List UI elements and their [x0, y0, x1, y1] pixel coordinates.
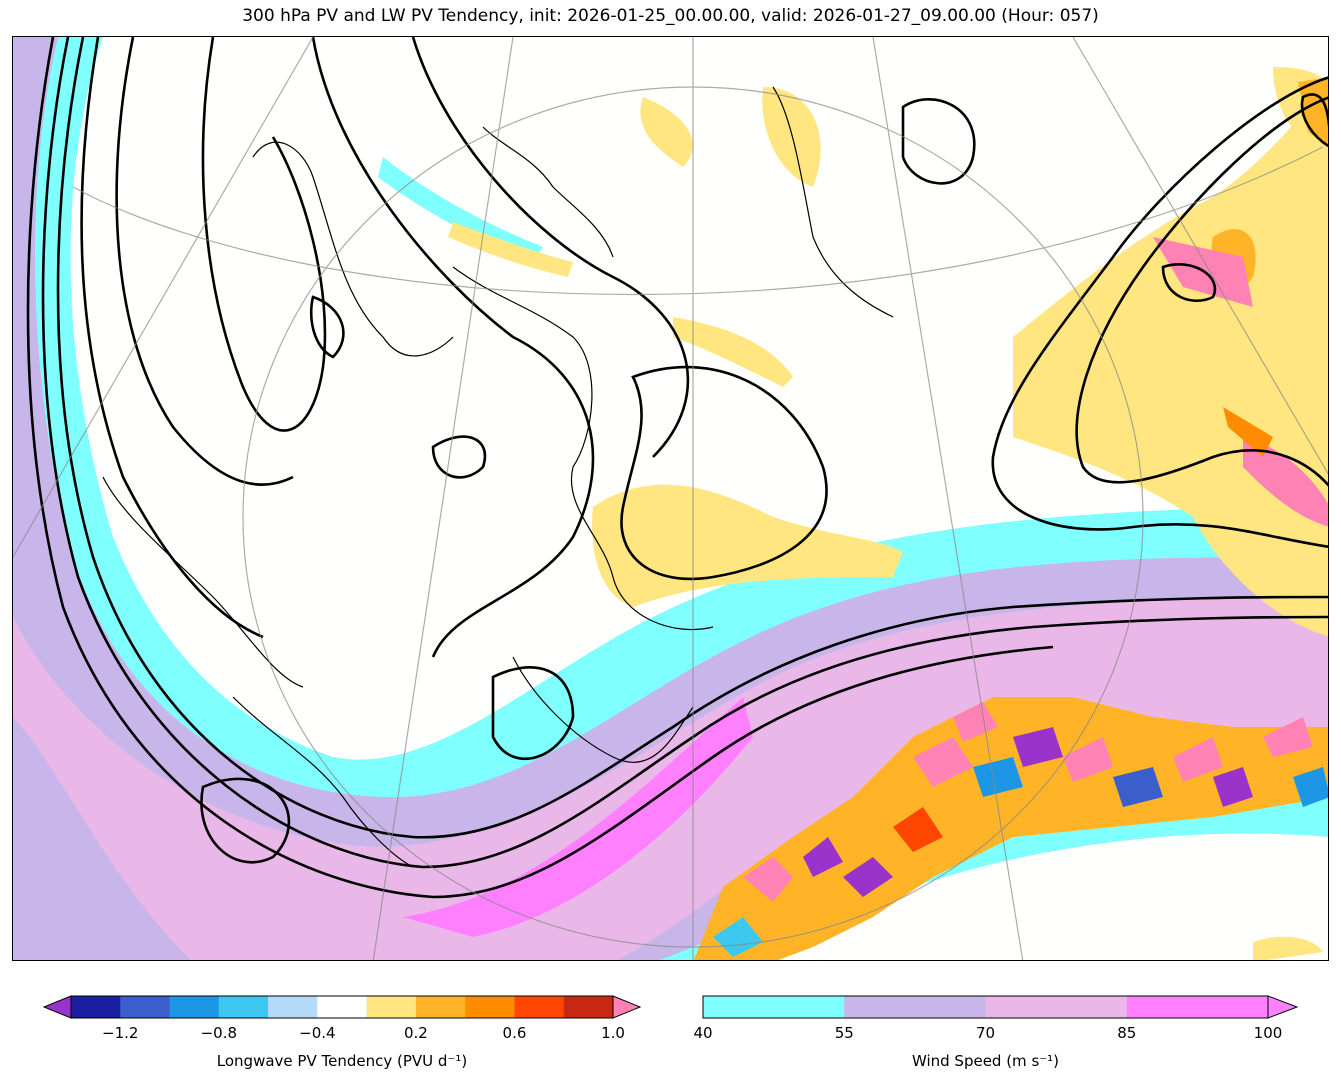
colorbar-swatch: [1126, 996, 1269, 1018]
pv-contour: [200, 777, 291, 864]
pv-contour: [115, 37, 294, 486]
tendency-patch: [448, 222, 573, 277]
colorbar-tick-label: −1.2: [102, 1024, 139, 1042]
colorbar-swatch: [366, 996, 417, 1018]
colorbar-swatch: [563, 996, 614, 1018]
meridian: [13, 37, 314, 558]
map-title: 300 hPa PV and LW PV Tendency, init: 202…: [242, 6, 1099, 26]
tendency-patch: [1298, 77, 1328, 146]
colorbar-extend-high: [1267, 995, 1299, 1019]
colorbar-tick-label: 55: [834, 1024, 854, 1042]
tendency-patch: [762, 87, 821, 187]
colorbar-swatch: [514, 996, 565, 1018]
meridian: [1072, 37, 1328, 475]
colorbar-swatch: [120, 996, 171, 1018]
colorbar-swatch: [268, 996, 318, 1018]
colorbar-swatch: [218, 996, 269, 1018]
pv-contour: [309, 295, 345, 359]
colorbar-tick-label: −0.4: [299, 1024, 336, 1042]
tendency-patch: [1223, 407, 1273, 457]
graticule: [13, 37, 1328, 960]
wind-speed-colorbar: [702, 995, 1299, 1019]
colorbar-tick-label: 85: [1117, 1024, 1137, 1042]
tendency-patch: [673, 317, 793, 387]
colorbar-tick-label: 1.0: [601, 1024, 625, 1042]
latitude-circle: [72, 146, 1324, 296]
colorbar-swatch: [844, 996, 986, 1018]
colorbar-tick-label: 40: [693, 1024, 713, 1042]
colorbar-swatch: [985, 996, 1128, 1018]
pv-contour: [1161, 263, 1217, 302]
colorbar-tick-label: 0.6: [502, 1024, 527, 1042]
pv-tendency-colorbar: [42, 995, 642, 1019]
coastline: [452, 266, 714, 631]
colorbar-swatch: [703, 996, 845, 1018]
pv-contour: [41, 37, 1328, 869]
coastline: [252, 141, 454, 357]
jet-band-north-40: [378, 157, 543, 262]
pv-contour: [201, 37, 327, 432]
pv-contour: [311, 37, 595, 658]
tendency-patch: [640, 97, 693, 167]
colorbar-extend-low: [42, 995, 72, 1019]
pv-contour: [991, 76, 1328, 548]
pv-contour: [491, 666, 575, 760]
meridian: [372, 37, 514, 960]
coastlines: [102, 86, 894, 868]
meridian: [872, 37, 1024, 960]
colorbar-swatch: [169, 996, 220, 1018]
pv-contour: [1300, 93, 1328, 148]
tendency-noise-field: [693, 697, 1328, 960]
colorbar-swatch: [317, 996, 368, 1018]
coastline: [772, 86, 894, 318]
colorbar-swatch: [415, 996, 466, 1018]
pv-contour: [620, 365, 828, 581]
pv-contour: [26, 37, 1054, 899]
map-canvas: [13, 37, 1328, 960]
pv-contour: [1075, 96, 1328, 487]
pv-contours: [26, 37, 1328, 899]
colorbar-tick-label: 0.2: [403, 1024, 428, 1042]
tendency-patch: [1253, 936, 1323, 960]
pv-colorbar-label: Longwave PV Tendency (PVU d⁻¹): [216, 1052, 468, 1070]
colorbar-extend-high: [612, 995, 642, 1019]
coastline: [102, 476, 304, 688]
pv-contour: [80, 37, 264, 639]
coastline: [482, 126, 614, 258]
wind-colorbar-label: Wind Speed (m s⁻¹): [911, 1052, 1060, 1070]
coastline: [512, 656, 694, 763]
pv-contour: [56, 37, 1328, 839]
colorbar-swatch: [465, 996, 515, 1018]
tendency-patch: [1013, 88, 1328, 637]
tendency-patch: [1243, 437, 1328, 527]
pv-contour: [431, 435, 487, 479]
pv-contour: [411, 37, 690, 458]
colorbar-tick-label: −0.8: [200, 1024, 238, 1042]
colorbar-swatch: [71, 996, 121, 1018]
pv-contour: [901, 98, 976, 185]
colorbar-tick-label: 100: [1253, 1024, 1283, 1042]
colorbar-tick-label: 70: [975, 1024, 996, 1042]
map-panel: [12, 36, 1329, 961]
